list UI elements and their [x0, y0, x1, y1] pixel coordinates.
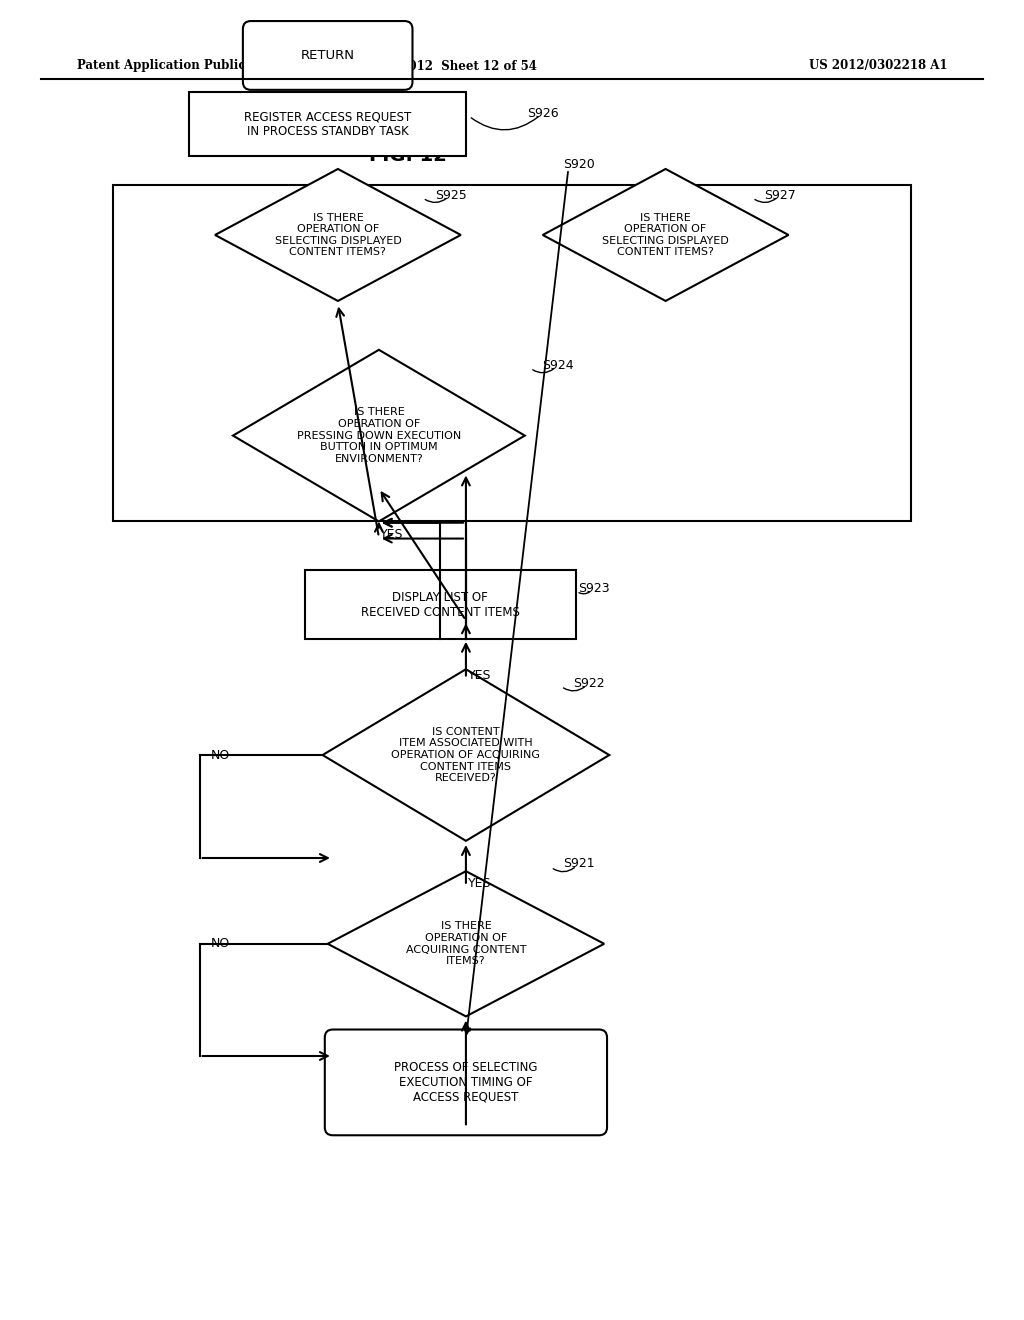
Text: IS THERE
OPERATION OF
SELECTING DISPLAYED
CONTENT ITEMS?: IS THERE OPERATION OF SELECTING DISPLAYE…: [274, 213, 401, 257]
Text: IS THERE
OPERATION OF
ACQUIRING CONTENT
ITEMS?: IS THERE OPERATION OF ACQUIRING CONTENT …: [406, 921, 526, 966]
Text: YES: YES: [468, 669, 490, 682]
Text: RETURN: RETURN: [301, 49, 354, 62]
Text: S925: S925: [434, 189, 467, 202]
Text: S921: S921: [563, 857, 594, 870]
Text: DISPLAY LIST OF
RECEIVED CONTENT ITEMS: DISPLAY LIST OF RECEIVED CONTENT ITEMS: [360, 590, 520, 619]
Polygon shape: [328, 871, 604, 1016]
Bar: [189, 92, 466, 156]
Text: NO: NO: [211, 748, 229, 762]
Text: IS THERE
OPERATION OF
SELECTING DISPLAYED
CONTENT ITEMS?: IS THERE OPERATION OF SELECTING DISPLAYE…: [602, 213, 729, 257]
Text: S927: S927: [764, 189, 797, 202]
Text: S926: S926: [527, 107, 558, 120]
Text: PROCESS OF SELECTING
EXECUTION TIMING OF
ACCESS REQUEST: PROCESS OF SELECTING EXECUTION TIMING OF…: [394, 1061, 538, 1104]
Text: US 2012/0302218 A1: US 2012/0302218 A1: [809, 59, 947, 73]
Polygon shape: [233, 350, 524, 521]
FancyBboxPatch shape: [325, 1030, 607, 1135]
Text: S922: S922: [573, 677, 604, 690]
Text: S924: S924: [543, 359, 573, 372]
Text: YES: YES: [468, 876, 490, 890]
Text: IS CONTENT
ITEM ASSOCIATED WITH
OPERATION OF ACQUIRING
CONTENT ITEMS
RECEIVED?: IS CONTENT ITEM ASSOCIATED WITH OPERATIO…: [391, 727, 541, 783]
Text: IS THERE
OPERATION OF
PRESSING DOWN EXECUTION
BUTTON IN OPTIMUM
ENVIRONMENT?: IS THERE OPERATION OF PRESSING DOWN EXEC…: [297, 408, 461, 463]
Bar: [113, 185, 911, 521]
Polygon shape: [323, 669, 609, 841]
Text: REGISTER ACCESS REQUEST
IN PROCESS STANDBY TASK: REGISTER ACCESS REQUEST IN PROCESS STAND…: [244, 110, 412, 139]
Text: YES: YES: [381, 528, 403, 541]
Text: S920: S920: [562, 158, 595, 172]
Text: S923: S923: [579, 582, 609, 595]
Polygon shape: [543, 169, 788, 301]
Text: Patent Application Publication: Patent Application Publication: [77, 59, 280, 73]
FancyBboxPatch shape: [243, 21, 413, 90]
Polygon shape: [215, 169, 461, 301]
Text: FIG. 12: FIG. 12: [369, 147, 446, 165]
Text: NO: NO: [211, 937, 229, 950]
Text: Nov. 29, 2012  Sheet 12 of 54: Nov. 29, 2012 Sheet 12 of 54: [343, 59, 538, 73]
Bar: [305, 570, 575, 639]
